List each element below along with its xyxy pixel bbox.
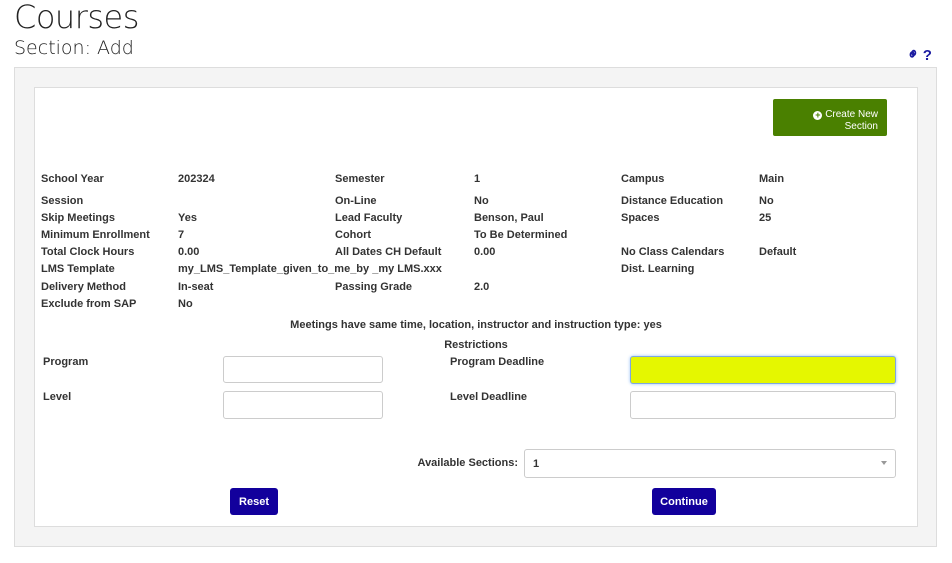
- distance-education-label: Distance Education: [621, 195, 724, 207]
- total-clock-hours-label: Total Clock Hours: [41, 246, 135, 258]
- reset-button[interactable]: Reset: [230, 488, 278, 515]
- create-new-label-2: Section: [844, 120, 878, 132]
- semester-label: Semester: [335, 173, 385, 185]
- program-label: Program: [43, 356, 89, 368]
- level-deadline-label: Level Deadline: [450, 391, 528, 403]
- skip-meetings-label: Skip Meetings: [41, 212, 115, 224]
- available-sections-value: 1: [533, 458, 540, 470]
- delivery-method-value: In-seat: [178, 281, 214, 293]
- on-line-label: On-Line: [335, 195, 377, 207]
- program-input[interactable]: [223, 356, 383, 383]
- available-sections-label: Available Sections:: [417, 457, 518, 469]
- level-input[interactable]: [223, 391, 383, 419]
- create-new-section-button[interactable]: + Create New Section: [773, 99, 887, 136]
- exclude-from-sap-label: Exclude from SAP: [41, 298, 137, 310]
- lead-faculty-value: Benson, Paul: [474, 212, 544, 224]
- lms-template-label: LMS Template: [41, 263, 115, 275]
- minimum-enrollment-value: 7: [178, 229, 185, 241]
- school-year-value: 202324: [178, 173, 215, 185]
- all-dates-ch-default-label: All Dates CH Default: [335, 246, 442, 258]
- dist-learning-label: Dist. Learning: [621, 263, 695, 275]
- delivery-method-label: Delivery Method: [41, 281, 126, 293]
- level-deadline-input[interactable]: [630, 391, 896, 419]
- cohort-value: To Be Determined: [474, 229, 568, 241]
- continue-button[interactable]: Continue: [652, 488, 716, 515]
- distance-education-value: No: [759, 195, 774, 207]
- header-icons: ⚭ ?: [902, 45, 932, 66]
- no-class-calendars-value: Default: [759, 246, 797, 258]
- lead-faculty-label: Lead Faculty: [335, 212, 403, 224]
- plus-circle-icon: +: [813, 109, 823, 120]
- cohort-label: Cohort: [335, 229, 372, 241]
- spaces-label: Spaces: [621, 212, 660, 224]
- help-icon[interactable]: ?: [922, 47, 932, 64]
- restrictions-heading: Restrictions: [444, 339, 508, 351]
- link-icon[interactable]: ⚭: [902, 44, 924, 66]
- campus-value: Main: [759, 173, 785, 185]
- minimum-enrollment-label: Minimum Enrollment: [41, 229, 150, 241]
- level-label: Level: [43, 391, 72, 403]
- lms-template-value: my_LMS_Template_given_to_me_by _my LMS.x…: [178, 263, 442, 275]
- skip-meetings-value: Yes: [178, 212, 197, 224]
- page-title: Courses: [14, 0, 139, 36]
- on-line-value: No: [474, 195, 489, 207]
- form-panel: [34, 87, 918, 527]
- program-deadline-label: Program Deadline: [450, 356, 545, 368]
- total-clock-hours-value: 0.00: [178, 246, 200, 258]
- page-subtitle: Section: Add: [14, 37, 134, 59]
- meetings-note: Meetings have same time, location, instr…: [290, 319, 662, 331]
- no-class-calendars-label: No Class Calendars: [621, 246, 725, 258]
- spaces-value: 25: [759, 212, 772, 224]
- campus-label: Campus: [621, 173, 665, 185]
- passing-grade-label: Passing Grade: [335, 281, 413, 293]
- create-new-label-1: Create New: [825, 108, 878, 120]
- chevron-down-icon: [881, 461, 887, 465]
- semester-value: 1: [474, 173, 481, 185]
- session-label: Session: [41, 195, 84, 207]
- program-deadline-input[interactable]: [630, 356, 896, 384]
- passing-grade-value: 2.0: [474, 281, 490, 293]
- exclude-from-sap-value: No: [178, 298, 193, 310]
- school-year-label: School Year: [41, 173, 104, 185]
- all-dates-ch-default-value: 0.00: [474, 246, 496, 258]
- available-sections-select[interactable]: 1: [524, 449, 896, 478]
